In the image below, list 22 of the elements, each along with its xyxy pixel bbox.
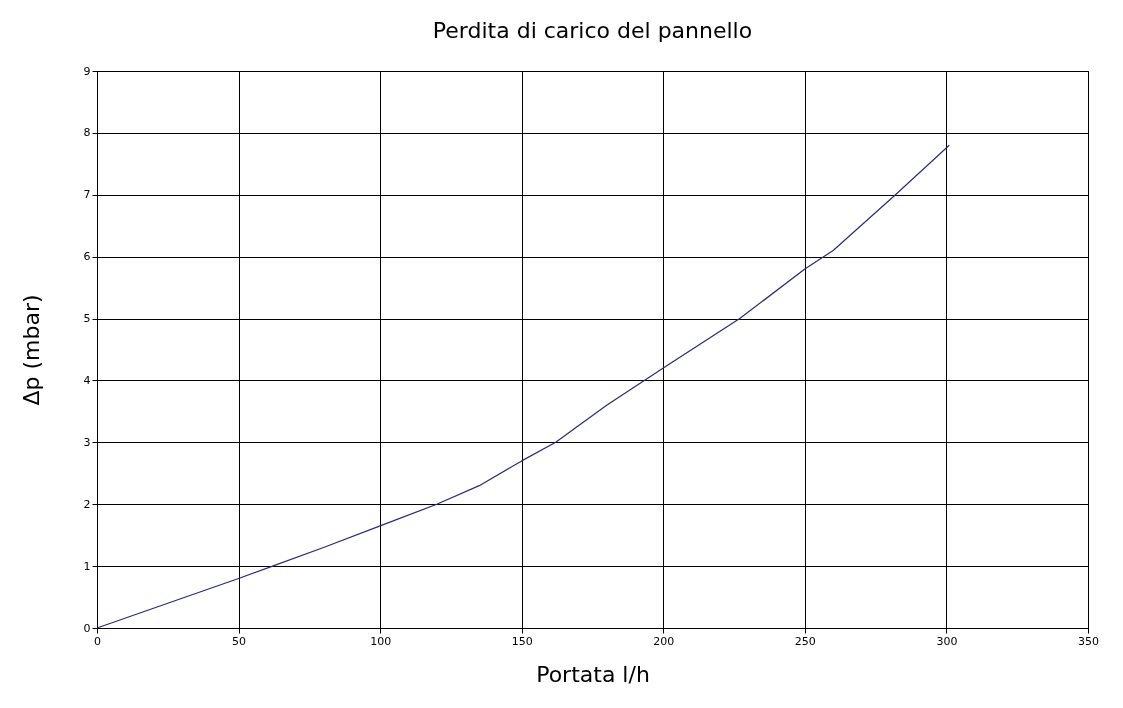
x-tick-label: 350: [1078, 634, 1099, 648]
y-tick-label: 4: [83, 373, 91, 387]
y-axis-title: Δp (mbar): [18, 294, 44, 406]
y-tick-label: 8: [83, 126, 91, 140]
chart-title: Perdita di carico del pannello: [432, 18, 753, 43]
y-tick-label: 1: [83, 559, 91, 573]
x-axis-title: Portata l/h: [536, 661, 650, 687]
x-tick-label: 50: [232, 634, 247, 648]
x-tick-label: 300: [936, 634, 958, 648]
y-tick-label: 7: [83, 188, 91, 202]
x-tick-label: 250: [794, 634, 816, 648]
y-tick-label: 3: [83, 435, 91, 449]
x-tick-label: 0: [94, 634, 101, 648]
y-tick-label: 9: [83, 64, 91, 78]
line-series: [96, 144, 950, 629]
y-tick-label: 6: [83, 250, 91, 264]
x-tick-label: 100: [370, 634, 392, 648]
y-tick-label: 5: [83, 312, 91, 326]
y-tick-label: 0: [83, 621, 91, 635]
x-tick-label: 150: [511, 634, 533, 648]
x-tick-label: 200: [653, 634, 675, 648]
y-tick-label: 2: [83, 497, 91, 511]
